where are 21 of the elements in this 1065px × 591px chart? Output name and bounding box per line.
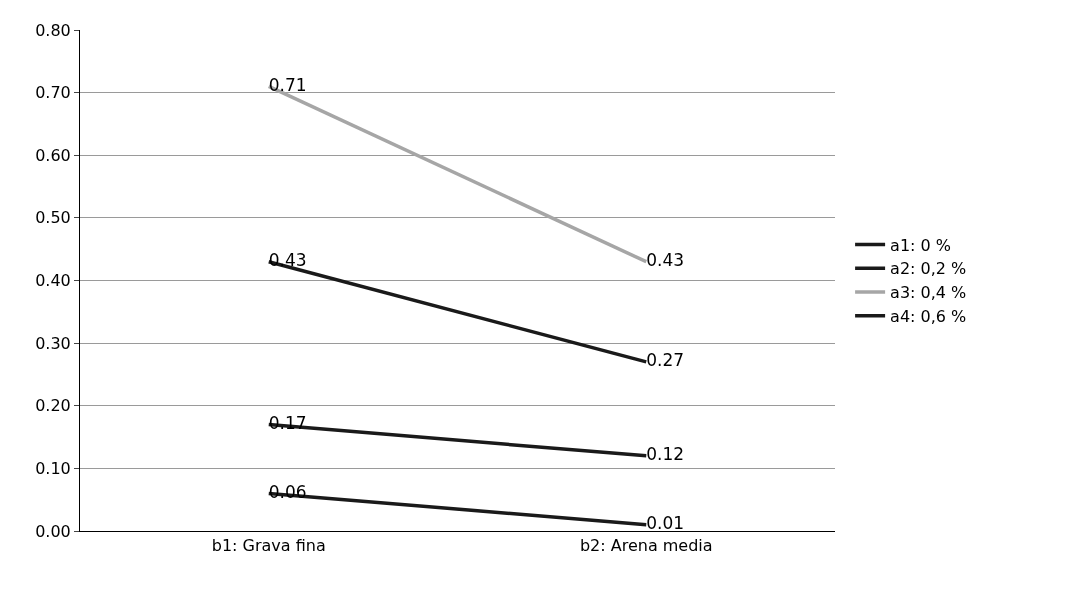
y-tick-label: 0.50 [35, 208, 71, 228]
y-tick-label: 0.80 [35, 20, 71, 40]
data-label: 0.12 [646, 444, 685, 465]
legend-label: a2: 0,2 % [890, 259, 967, 279]
y-tick-label: 0.10 [35, 458, 71, 478]
data-label: 0.43 [268, 249, 307, 270]
y-tick-label: 0.60 [35, 145, 71, 165]
y-tick-label: 0.00 [35, 521, 71, 541]
data-label: 0.27 [646, 350, 685, 371]
y-tick-label: 0.30 [35, 333, 71, 353]
data-label: 0.71 [268, 74, 307, 95]
data-label: 0.43 [646, 249, 685, 270]
legend-label: a1: 0 % [890, 235, 952, 255]
y-tick-label: 0.40 [35, 271, 71, 291]
y-tick-label: 0.20 [35, 396, 71, 416]
legend-label: a4: 0,6 % [890, 307, 967, 327]
x-tick-label: b1: Grava fina [211, 536, 326, 556]
x-tick-label: b2: Arena media [579, 536, 713, 556]
y-tick-label: 0.70 [35, 83, 71, 103]
legend-label: a3: 0,4 % [890, 283, 967, 303]
data-label: 0.01 [646, 512, 685, 533]
